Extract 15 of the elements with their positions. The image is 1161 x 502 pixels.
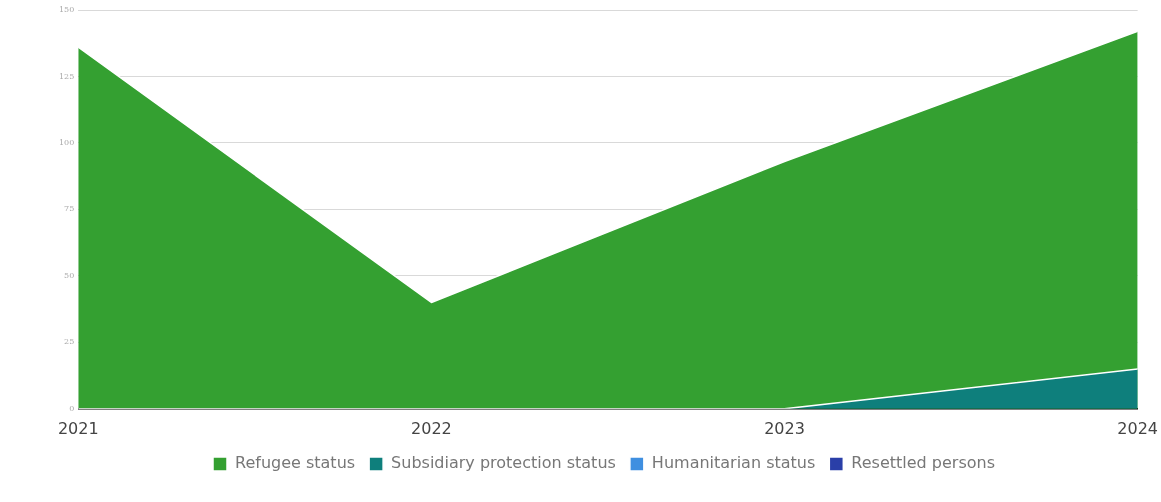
y-tick-label: 75 bbox=[64, 204, 75, 214]
y-tick-label: 25 bbox=[64, 337, 75, 347]
y-tick-label: 125 bbox=[58, 71, 75, 81]
x-tick-label: 2023 bbox=[764, 418, 805, 438]
y-tick-label: 100 bbox=[58, 138, 75, 148]
y-tick-label: 0 bbox=[69, 403, 75, 413]
legend-label: Humanitarian status bbox=[651, 453, 816, 473]
legend-label: Refugee status bbox=[235, 453, 356, 473]
x-tick-label: 2024 bbox=[1117, 418, 1158, 438]
legend-label: Resettled persons bbox=[851, 453, 995, 473]
legend-label: Subsidiary protection status bbox=[391, 453, 616, 473]
y-tick-label: 150 bbox=[58, 5, 75, 15]
x-tick-label: 2021 bbox=[57, 418, 99, 438]
x-tick-label: 2022 bbox=[411, 418, 452, 438]
y-tick-label: 50 bbox=[64, 270, 75, 280]
